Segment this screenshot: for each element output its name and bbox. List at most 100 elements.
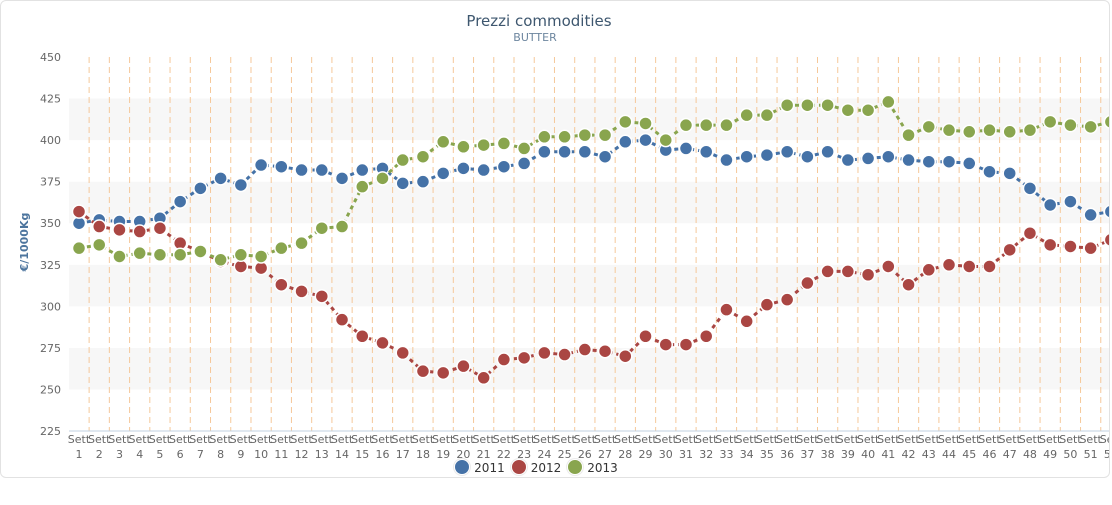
data-point xyxy=(719,117,734,133)
x-tick-label-top: Sett xyxy=(1019,433,1042,446)
x-tick-label-top: Sett xyxy=(68,433,91,446)
x-tick-label: 36 xyxy=(780,448,794,461)
data-point xyxy=(698,329,714,344)
x-tick-label: 43 xyxy=(922,448,936,461)
x-tick-label-top: Sett xyxy=(169,433,192,446)
series-2011 xyxy=(71,132,1109,231)
x-tick-label-top: Sett xyxy=(756,433,779,446)
x-tick-label: 28 xyxy=(618,448,632,461)
x-tick-label-top: Sett xyxy=(634,433,657,446)
data-point xyxy=(577,144,593,159)
legend-item[interactable]: 2011 xyxy=(454,459,505,475)
data-point xyxy=(253,249,269,264)
x-tick-label: 14 xyxy=(335,448,349,461)
x-tick-label: 31 xyxy=(679,448,693,461)
x-tick-label-top: Sett xyxy=(1100,433,1110,446)
data-point xyxy=(476,370,491,386)
x-tick-label-top: Sett xyxy=(493,433,516,446)
x-tick-label-top: Sett xyxy=(655,433,678,446)
legend-marker xyxy=(567,459,584,475)
x-tick-label: 4 xyxy=(136,448,143,461)
data-point xyxy=(1083,207,1098,223)
data-point xyxy=(233,177,249,193)
data-point xyxy=(152,247,168,263)
data-point xyxy=(334,219,350,234)
data-point xyxy=(213,171,228,186)
data-point xyxy=(1042,197,1058,213)
data-point xyxy=(1103,204,1109,219)
data-point xyxy=(739,107,754,123)
x-tick-label: 7 xyxy=(197,448,204,461)
data-point xyxy=(1022,181,1038,196)
data-point xyxy=(355,329,370,344)
data-point xyxy=(597,127,613,143)
data-point xyxy=(395,152,410,168)
x-tick-label-top: Sett xyxy=(189,433,212,446)
x-tick-label: 11 xyxy=(274,448,288,461)
legend-item[interactable]: 2013 xyxy=(567,459,618,475)
data-point xyxy=(638,132,653,148)
x-tick-label-top: Sett xyxy=(594,433,617,446)
x-tick-label: 37 xyxy=(800,448,814,461)
data-point xyxy=(496,352,512,367)
x-tick-label: 3 xyxy=(116,448,123,461)
data-point xyxy=(1042,237,1058,253)
legend-label: 2012 xyxy=(530,461,562,475)
series-line xyxy=(78,210,1109,380)
x-tick-label-top: Sett xyxy=(371,433,394,446)
data-point xyxy=(577,342,593,357)
x-tick-label: 35 xyxy=(760,448,774,461)
x-tick-label: 5 xyxy=(156,448,163,461)
x-tick-label: 13 xyxy=(315,448,329,461)
x-tick-label: 23 xyxy=(517,448,531,461)
data-point xyxy=(375,171,390,186)
y-tick-label: 400 xyxy=(40,134,61,147)
legend-item[interactable]: 2012 xyxy=(510,459,562,475)
x-tick-label: 33 xyxy=(719,448,733,461)
x-tick-label: 16 xyxy=(375,448,389,461)
data-point xyxy=(678,117,694,133)
x-tick-label-top: Sett xyxy=(270,433,293,446)
x-tick-label-top: Sett xyxy=(412,433,435,446)
data-point xyxy=(597,343,613,359)
data-point xyxy=(881,149,896,164)
x-tick-label-top: Sett xyxy=(999,433,1022,446)
data-point xyxy=(759,107,775,123)
x-tick-label-top: Sett xyxy=(695,433,718,446)
data-point xyxy=(719,152,734,168)
x-tick-label: 34 xyxy=(740,448,754,461)
data-point xyxy=(435,134,451,150)
data-point xyxy=(537,345,552,361)
x-tick-label-top: Sett xyxy=(897,433,920,446)
data-point xyxy=(314,162,330,178)
data-point xyxy=(274,277,289,292)
data-point xyxy=(800,149,815,164)
data-point xyxy=(1002,242,1017,258)
x-tick-label-top: Sett xyxy=(675,433,698,446)
x-tick-label-top: Sett xyxy=(432,433,455,446)
x-tick-label-top: Sett xyxy=(331,433,354,446)
y-tick-label: 425 xyxy=(40,93,61,106)
data-point xyxy=(496,136,512,151)
x-tick-label-top: Sett xyxy=(857,433,880,446)
x-tick-label: 47 xyxy=(1003,448,1017,461)
x-tick-label-top: Sett xyxy=(715,433,738,446)
grid-band xyxy=(69,57,1109,99)
x-tick-label: 9 xyxy=(237,448,244,461)
chart-svg: Prezzi commodities BUTTER 22525027530032… xyxy=(18,12,1110,461)
x-tick-label: 40 xyxy=(861,448,875,461)
grid-band xyxy=(69,264,1109,307)
y-tick-label: 300 xyxy=(40,300,61,313)
x-tick-label: 20 xyxy=(456,448,470,461)
x-tick-label: 49 xyxy=(1043,448,1057,461)
data-point xyxy=(759,147,775,163)
x-tick-label: 48 xyxy=(1023,448,1037,461)
data-point xyxy=(132,245,147,261)
data-point xyxy=(435,365,451,381)
x-tick-label-top: Sett xyxy=(129,433,152,446)
x-tick-label-top: Sett xyxy=(796,433,819,446)
x-tick-label: 30 xyxy=(659,448,673,461)
x-tick-label-top: Sett xyxy=(776,433,799,446)
x-tick-label-top: Sett xyxy=(614,433,637,446)
chart-subtitle: BUTTER xyxy=(513,31,557,44)
